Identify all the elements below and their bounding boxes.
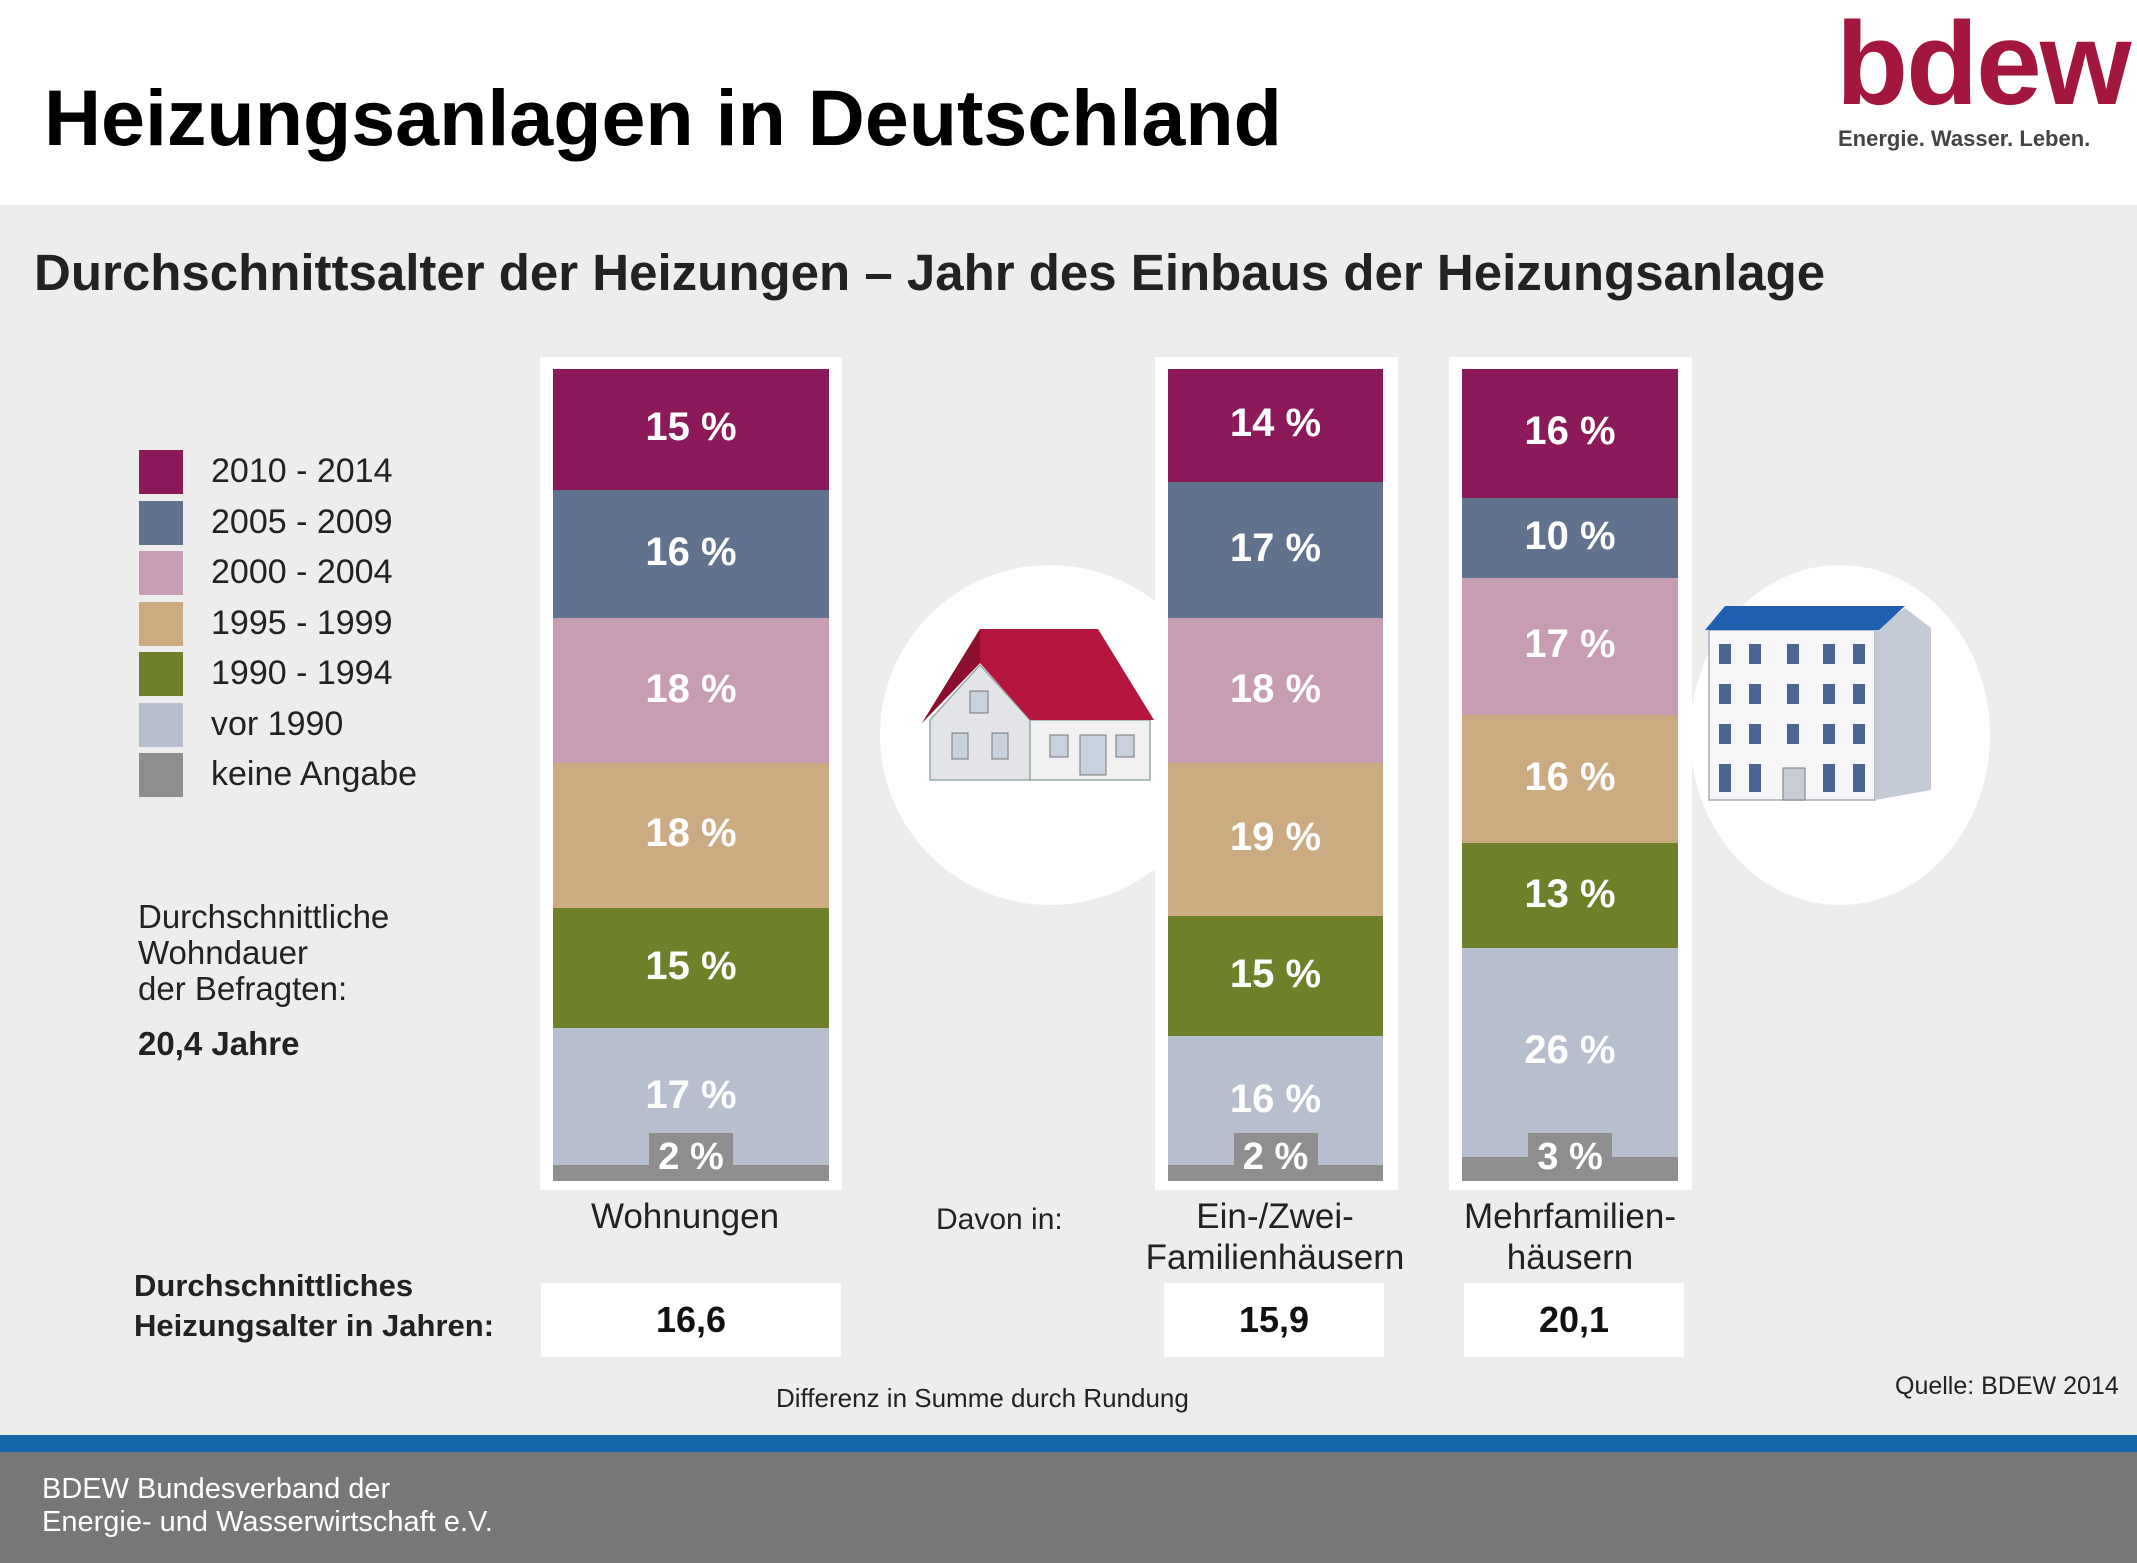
bar-value-label: 10 % <box>1524 513 1616 558</box>
average-age-line-1: Durchschnittliches <box>134 1268 414 1303</box>
legend-swatch <box>139 753 183 797</box>
average-age-value: 16,6 <box>541 1283 841 1357</box>
bar-value-label: 26 % <box>1524 1028 1616 1073</box>
bar-value-label: 18 % <box>645 666 737 711</box>
average-age-value: 15,9 <box>1164 1283 1384 1357</box>
bar-segment: 17 % <box>1462 578 1678 715</box>
rounding-note: Differenz in Summe durch Rundung <box>776 1383 1189 1413</box>
legend-swatch <box>139 500 183 545</box>
wohndauer-value: 20,4 Jahre <box>138 1025 300 1062</box>
bar-value-label: 16 % <box>1524 755 1616 799</box>
bar-segment: 16 % <box>1462 369 1678 498</box>
bar-value-label: 17 % <box>645 1072 737 1117</box>
legend-label: 2005 - 2009 <box>211 502 393 541</box>
logo-tagline: Energie. Wasser. Leben. <box>1838 126 2091 151</box>
legend-swatch <box>139 652 183 696</box>
wohndauer-line-1: Durchschnittliche <box>138 898 390 935</box>
wohndauer-line-2: Wohndauer <box>138 934 309 971</box>
wohndauer-label: Durchschnittliche Wohndauer der Befragte… <box>138 899 389 1007</box>
bar-value-label: 15 % <box>1229 951 1322 996</box>
bar-segment: 16 % <box>553 489 829 619</box>
category-label-line: häusern <box>1506 1238 1634 1277</box>
legend-label: 2010 - 2014 <box>211 452 393 490</box>
bar-value-label: 16 % <box>645 529 737 574</box>
apartment-building-icon <box>1705 606 1931 801</box>
footer-accent-line <box>0 1435 2137 1452</box>
average-age-value: 20,1 <box>1464 1283 1684 1357</box>
logo-word: bdew <box>1836 0 2132 130</box>
bar-segment: 13 % <box>1462 843 1678 948</box>
bar-segment: 15 % <box>1168 915 1383 1037</box>
category-label-line: Wohnungen <box>590 1197 780 1236</box>
source-note: Quelle: BDEW 2014 <box>1895 1372 2119 1400</box>
footer-line-2: Energie- und Wasserwirtschaft e.V. <box>42 1506 493 1538</box>
legend-swatch <box>139 702 183 747</box>
legend-label: 1990 - 1994 <box>211 654 393 692</box>
bar-value-label: 17 % <box>1524 622 1616 667</box>
single-family-house-icon <box>922 629 1154 781</box>
footer-line-1: BDEW Bundesverband der <box>42 1473 391 1505</box>
page-title: Heizungsanlagen in Deutschland <box>44 73 1282 162</box>
chart-title: Durchschnittsalter der Heizungen – Jahr … <box>34 244 1826 301</box>
bar-value-label: 19 % <box>1229 815 1322 860</box>
average-age-label: Durchschnittliches Heizungsalter in Jahr… <box>134 1266 494 1346</box>
legend-label: 1995 - 1999 <box>211 603 393 642</box>
bar-value-label: 16 % <box>1229 1076 1322 1121</box>
footer-bar <box>0 1452 2137 1563</box>
category-label-line: Mehrfamilien- <box>1464 1197 1676 1236</box>
bar-value-label: 18 % <box>1229 666 1322 711</box>
bdew-logo: bdew Energie. Wasser. Leben. <box>1836 0 2132 158</box>
bar-segment: 18 % <box>553 618 829 763</box>
average-age-line-2: Heizungsalter in Jahren: <box>134 1308 495 1343</box>
category-label-line: Ein-/Zwei- <box>1196 1197 1354 1236</box>
bar-segment: 16 % <box>1168 1036 1383 1165</box>
legend-label: 2000 - 2004 <box>211 553 393 591</box>
bar-segment: 10 % <box>1462 497 1678 579</box>
bar-segment: 16 % <box>1462 714 1678 844</box>
bar-segment: 26 % <box>1462 947 1678 1157</box>
bar-value-label-keine-angabe: 3 % <box>1528 1133 1612 1181</box>
wohndauer-line-3: der Befragten: <box>138 970 348 1007</box>
legend-label: keine Angabe <box>211 755 418 793</box>
category-label: Ein-/Zwei- Familienhäusern <box>1115 1196 1435 1278</box>
legend-swatch <box>139 601 183 646</box>
bar-value-label: 15 % <box>645 405 737 450</box>
bar-value-label-keine-angabe: 2 % <box>1233 1133 1318 1181</box>
bar-value-label: 13 % <box>1524 871 1616 916</box>
bar-segment: 15 % <box>553 907 829 1029</box>
bar-value-label-keine-angabe: 2 % <box>649 1133 733 1181</box>
bar-value-label: 17 % <box>1229 525 1322 570</box>
bar-segment: 15 % <box>553 369 829 490</box>
footer-text: BDEW Bundesverband der Energie- und Wass… <box>42 1473 493 1539</box>
category-label: Wohnungen <box>525 1196 845 1237</box>
legend-label: vor 1990 <box>211 704 344 743</box>
bar-segment: 18 % <box>1168 618 1383 763</box>
bar-value-label: 15 % <box>645 943 737 988</box>
bar-segment: 14 % <box>1168 369 1383 482</box>
legend-swatch <box>139 450 183 494</box>
bar-segment: 19 % <box>1168 762 1383 916</box>
bar-value-label: 14 % <box>1229 401 1322 446</box>
bar-segment: 17 % <box>1168 481 1383 619</box>
bar-value-label: 18 % <box>645 811 737 856</box>
bar-value-label: 16 % <box>1524 409 1616 454</box>
legend-swatch <box>139 551 183 595</box>
davon-in-label: Davon in: <box>936 1203 1063 1236</box>
bar-segment: 18 % <box>553 762 829 908</box>
category-label-line: Familienhäusern <box>1145 1238 1405 1277</box>
category-label: Mehrfamilien-häusern <box>1410 1196 1730 1278</box>
